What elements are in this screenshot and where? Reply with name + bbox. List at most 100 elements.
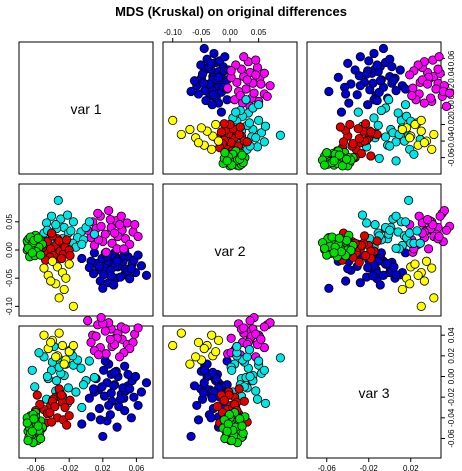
x-tick-label-bottom: -0.06 bbox=[26, 464, 45, 471]
data-point-blue bbox=[355, 81, 365, 91]
data-point-magenta bbox=[434, 231, 444, 242]
data-point-cyan bbox=[404, 195, 414, 205]
data-point-cyan bbox=[68, 217, 79, 227]
data-point-blue bbox=[389, 262, 399, 272]
data-point-magenta bbox=[226, 66, 236, 76]
data-point-blue bbox=[343, 58, 353, 68]
data-point-red bbox=[234, 129, 244, 140]
data-point-yellow bbox=[185, 124, 195, 135]
data-point-cyan bbox=[62, 210, 73, 220]
data-point-yellow bbox=[54, 293, 64, 303]
y-tick-label-left: -0.05 bbox=[5, 269, 14, 288]
data-point-magenta bbox=[93, 208, 103, 218]
y-tick-label-right: -0.04 bbox=[447, 408, 456, 427]
data-point-magenta bbox=[433, 64, 443, 74]
data-point-magenta bbox=[105, 334, 115, 344]
data-point-red bbox=[216, 127, 227, 137]
y-tick-label-right: 0.00 bbox=[447, 100, 456, 116]
data-point-magenta bbox=[104, 205, 114, 216]
data-point-blue bbox=[341, 276, 351, 286]
data-point-blue bbox=[368, 78, 378, 88]
data-point-red bbox=[348, 138, 358, 149]
data-point-blue bbox=[372, 95, 382, 106]
data-point-green bbox=[220, 148, 230, 158]
y-tick-label-right: 0.04 bbox=[447, 67, 456, 83]
data-point-green bbox=[320, 160, 330, 170]
data-point-cyan bbox=[256, 128, 267, 138]
data-point-red bbox=[234, 384, 244, 394]
data-point-green bbox=[36, 250, 46, 260]
panel-frame-1-1 bbox=[18, 41, 154, 175]
data-point-blue bbox=[112, 422, 122, 432]
data-point-magenta bbox=[130, 220, 140, 230]
data-point-magenta bbox=[259, 68, 269, 78]
data-point-cyan bbox=[231, 107, 241, 117]
data-point-cyan bbox=[46, 211, 57, 221]
data-point-red bbox=[219, 119, 229, 129]
data-point-red bbox=[65, 395, 75, 405]
data-point-yellow bbox=[207, 330, 217, 340]
data-point-blue bbox=[197, 69, 208, 79]
data-point-red bbox=[335, 122, 345, 132]
diagonal-label: var 1 bbox=[70, 101, 101, 117]
data-point-magenta bbox=[407, 91, 417, 101]
data-point-green bbox=[329, 156, 339, 166]
data-point-blue bbox=[120, 405, 130, 416]
data-point-blue bbox=[324, 86, 334, 97]
data-point-green bbox=[23, 435, 33, 446]
data-point-cyan bbox=[34, 348, 44, 358]
data-point-red bbox=[353, 124, 363, 134]
data-point-red bbox=[57, 390, 67, 400]
data-point-blue bbox=[363, 100, 373, 110]
data-point-yellow bbox=[185, 359, 195, 369]
data-point-yellow bbox=[416, 115, 426, 126]
data-point-red bbox=[354, 133, 364, 144]
data-point-yellow bbox=[199, 343, 209, 354]
y-tick-label-left: -0.10 bbox=[5, 297, 14, 316]
y-tick-label-right: -0.04 bbox=[447, 131, 456, 150]
data-point-yellow bbox=[168, 115, 178, 126]
y-tick-label-right: 0.02 bbox=[447, 348, 456, 364]
data-point-magenta bbox=[94, 350, 104, 360]
data-point-red bbox=[60, 402, 70, 413]
data-point-cyan bbox=[385, 141, 395, 151]
data-point-magenta bbox=[133, 231, 143, 242]
data-point-blue bbox=[324, 283, 334, 293]
data-point-yellow bbox=[193, 138, 204, 148]
data-point-cyan bbox=[232, 341, 242, 352]
data-point-blue bbox=[98, 283, 108, 293]
data-point-yellow bbox=[54, 328, 64, 338]
data-point-magenta bbox=[252, 62, 263, 73]
data-point-green bbox=[334, 150, 344, 160]
data-point-blue bbox=[208, 367, 218, 377]
y-tick-label-right: -0.02 bbox=[447, 115, 456, 134]
data-point-green bbox=[237, 421, 247, 431]
data-point-cyan bbox=[227, 365, 237, 375]
data-point-blue bbox=[387, 62, 397, 72]
data-point-red bbox=[360, 119, 371, 129]
data-point-yellow bbox=[68, 340, 79, 351]
data-point-red bbox=[338, 137, 349, 147]
data-point-yellow bbox=[413, 270, 423, 280]
data-point-magenta bbox=[115, 220, 125, 230]
data-point-yellow bbox=[410, 119, 420, 130]
data-point-cyan bbox=[374, 153, 384, 164]
data-point-blue bbox=[126, 413, 136, 423]
data-point-blue bbox=[186, 86, 196, 97]
data-point-magenta bbox=[86, 337, 96, 347]
data-point-blue bbox=[336, 107, 347, 117]
data-point-magenta bbox=[115, 352, 125, 362]
data-point-yellow bbox=[207, 144, 217, 154]
data-point-magenta bbox=[223, 83, 233, 93]
data-point-blue bbox=[343, 263, 353, 274]
chart-title: MDS (Kruskal) on original differences bbox=[115, 4, 347, 19]
data-point-blue bbox=[130, 371, 141, 382]
data-point-yellow bbox=[397, 284, 407, 295]
data-point-blue bbox=[362, 69, 372, 79]
y-tick-label-left: 0.00 bbox=[5, 242, 14, 258]
data-point-magenta bbox=[119, 244, 129, 254]
data-point-red bbox=[356, 148, 366, 159]
data-point-blue bbox=[341, 89, 351, 99]
data-point-magenta bbox=[96, 312, 106, 323]
data-point-red bbox=[366, 151, 376, 161]
